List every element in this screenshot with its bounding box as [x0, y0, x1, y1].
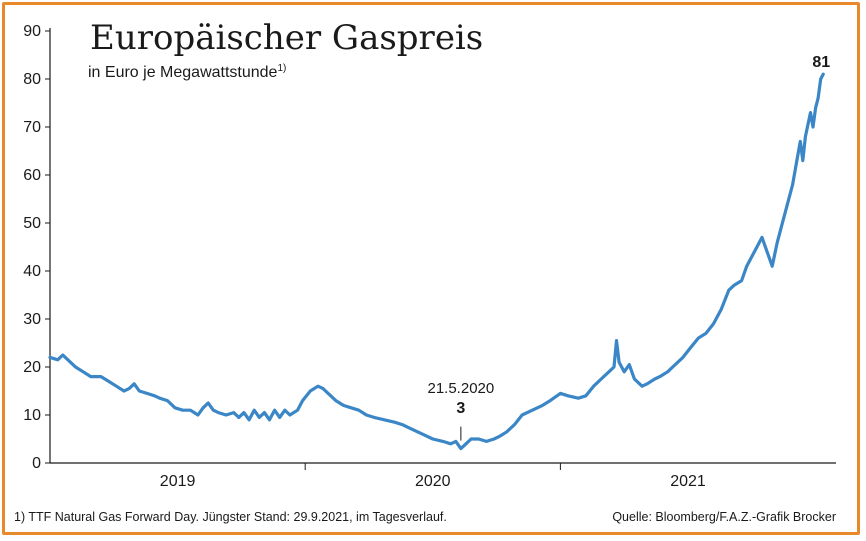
y-tick-label: 10 [23, 407, 41, 424]
x-axis: 2019 2020 2021 [50, 462, 836, 490]
y-tick-label: 60 [23, 167, 41, 184]
low-point-value: 3 [456, 400, 465, 417]
y-tick-label: 0 [32, 455, 41, 472]
latest-value: 81 [812, 54, 830, 71]
y-tick-label: 80 [23, 71, 41, 88]
x-tick-label: 2020 [415, 473, 451, 490]
chart-frame [2, 2, 860, 535]
y-tick-label: 50 [23, 215, 41, 232]
source-credit: Quelle: Bloomberg/F.A.Z.-Grafik Brocker [612, 510, 836, 524]
y-tick-label: 20 [23, 359, 41, 376]
x-tick-label: 2021 [670, 473, 706, 490]
annotations: 21.5.2020 3 81 [427, 54, 830, 441]
chart-title: Europäischer Gaspreis [90, 18, 483, 58]
y-tick-label: 30 [23, 311, 41, 328]
series-group [48, 72, 825, 451]
chart-subtitle-text: in Euro je Megawattstunde [88, 64, 278, 81]
y-axis: 0 10 20 30 40 50 60 70 80 90 [23, 23, 51, 472]
x-tick-label: 2019 [160, 473, 196, 490]
y-tick-label: 70 [23, 119, 41, 136]
chart-subtitle: in Euro je Megawattstunde1) [88, 63, 286, 81]
low-point-date: 21.5.2020 [427, 380, 494, 397]
footnote: 1) TTF Natural Gas Forward Day. Jüngster… [14, 510, 447, 524]
y-tick-label: 90 [23, 23, 41, 40]
subtitle-footnote-mark: 1) [277, 63, 286, 74]
series-line [48, 72, 825, 451]
y-tick-label: 40 [23, 263, 41, 280]
